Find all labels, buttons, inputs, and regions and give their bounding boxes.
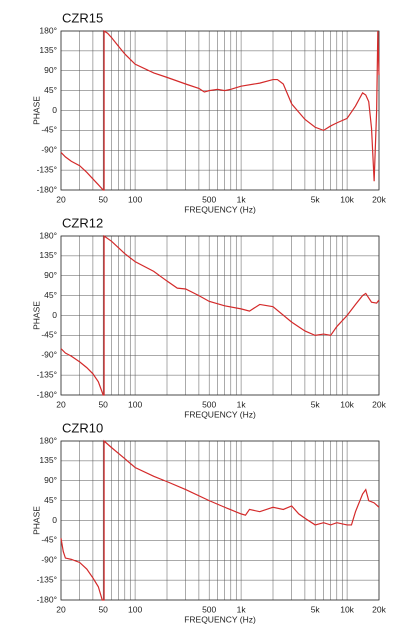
x-tick-label: 50 <box>98 194 108 204</box>
y-tick-label: 180° <box>39 435 57 445</box>
phase-line <box>60 439 380 601</box>
x-tick-label: 500 <box>202 399 216 409</box>
x-tick-label: 5k <box>311 399 321 409</box>
chart-title: CZR12 <box>62 215 103 230</box>
x-tick-label: 5k <box>311 604 321 614</box>
plot-frame <box>60 30 380 191</box>
x-tick-label: 10k <box>340 399 354 409</box>
x-axis-label: FREQUENCY (Hz) <box>184 204 256 214</box>
x-axis-label: FREQUENCY (Hz) <box>184 409 256 419</box>
y-tick-label: 90° <box>44 65 57 75</box>
chart-title: CZR10 <box>62 420 103 435</box>
y-tick-label: 0 <box>52 105 57 115</box>
x-tick-label: 20k <box>372 604 386 614</box>
y-tick-label: 90° <box>44 475 57 485</box>
plot-frame <box>60 235 380 396</box>
y-tick-label: -45° <box>41 535 57 545</box>
y-tick-label: -90° <box>41 350 57 360</box>
x-tick-label: 500 <box>202 604 216 614</box>
y-tick-label: -45° <box>41 125 57 135</box>
x-tick-label: 20 <box>56 604 66 614</box>
x-tick-label: 100 <box>128 399 142 409</box>
y-axis-label: PHASE <box>31 96 41 125</box>
x-tick-label: 1k <box>237 194 247 204</box>
y-tick-label: -90° <box>41 555 57 565</box>
y-axis-label: PHASE <box>31 506 41 535</box>
x-tick-label: 500 <box>202 194 216 204</box>
y-tick-label: 0 <box>52 515 57 525</box>
y-tick-label: 135° <box>39 250 57 260</box>
x-axis-label: FREQUENCY (Hz) <box>184 614 256 624</box>
plot-frame <box>60 440 380 601</box>
x-tick-label: 1k <box>237 604 247 614</box>
y-tick-label: 135° <box>39 455 57 465</box>
y-tick-label: 45° <box>44 85 57 95</box>
x-tick-label: 5k <box>311 194 321 204</box>
x-tick-label: 20 <box>56 194 66 204</box>
y-tick-label: -135° <box>37 164 57 174</box>
x-tick-label: 1k <box>237 399 247 409</box>
y-tick-label: -135° <box>37 369 57 379</box>
y-tick-label: 45° <box>44 290 57 300</box>
y-tick-label: -180° <box>37 184 57 194</box>
x-tick-label: 20k <box>372 194 386 204</box>
chart-title: CZR15 <box>62 10 103 25</box>
y-tick-label: -135° <box>37 574 57 584</box>
phase-line <box>60 234 380 396</box>
y-tick-label: 0 <box>52 310 57 320</box>
y-tick-label: 180° <box>39 230 57 240</box>
y-axis-label: PHASE <box>31 301 41 330</box>
x-tick-label: 20 <box>56 399 66 409</box>
x-tick-label: 10k <box>340 604 354 614</box>
y-tick-label: 90° <box>44 270 57 280</box>
x-tick-label: 10k <box>340 194 354 204</box>
y-tick-label: -45° <box>41 330 57 340</box>
x-tick-label: 20k <box>372 399 386 409</box>
y-tick-label: 180° <box>39 25 57 35</box>
x-tick-label: 100 <box>128 604 142 614</box>
y-tick-label: -90° <box>41 145 57 155</box>
x-tick-label: 50 <box>98 604 108 614</box>
x-tick-label: 50 <box>98 399 108 409</box>
y-tick-label: 45° <box>44 495 57 505</box>
y-tick-label: 135° <box>39 45 57 55</box>
x-tick-label: 100 <box>128 194 142 204</box>
phase-line <box>60 29 380 191</box>
y-tick-label: -180° <box>37 389 57 399</box>
y-tick-label: -180° <box>37 594 57 604</box>
